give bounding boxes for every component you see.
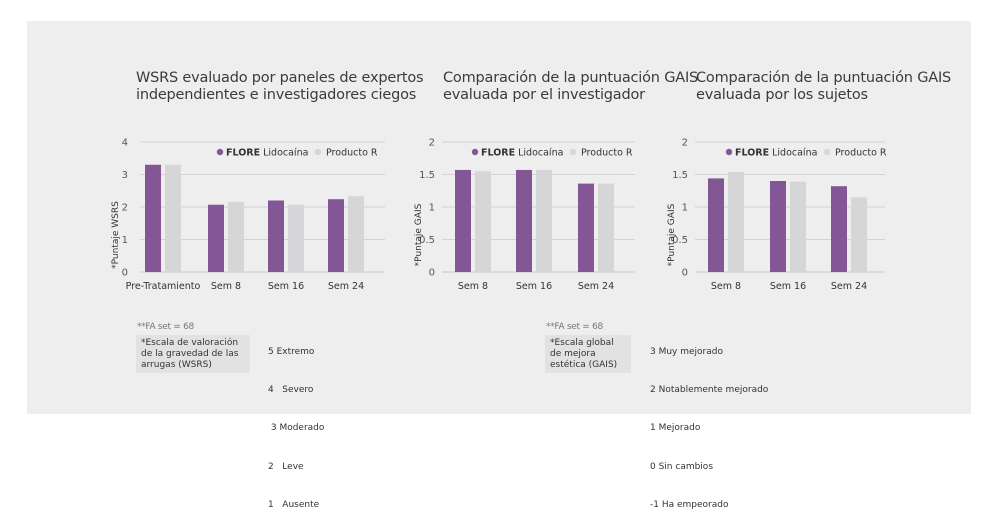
y-tick-label: 4 xyxy=(122,138,128,149)
chart-title-line1: Comparación de la puntuación GAIS xyxy=(696,70,952,86)
legend-marker-producto-r xyxy=(569,148,577,156)
y-tick-label: 1.5 xyxy=(672,170,688,181)
scale-item: 3 Moderado xyxy=(268,423,325,434)
scale-list-wsrs: 5 Extremo 4 Severo 3 Moderado 2 Leve 1 A… xyxy=(268,320,324,525)
bar-flore-lidocaina xyxy=(578,183,594,272)
fa-set-note-gais: **FA set = 68 xyxy=(546,322,603,332)
bar-flore-lidocaina xyxy=(268,200,284,272)
scale-item: 1 Ausente xyxy=(268,500,320,511)
legend-label-flore: FLORE Lidocaína xyxy=(735,147,817,158)
y-tick-label: 2 xyxy=(429,138,435,149)
legend-brand: FLORE xyxy=(226,147,260,158)
y-tick-label: 1 xyxy=(429,203,435,214)
bar-flore-lidocaina xyxy=(516,169,532,272)
legend-marker-flore xyxy=(725,148,733,156)
legend-brand: FLORE xyxy=(735,147,769,158)
y-tick-label: 0.5 xyxy=(419,235,435,246)
scale-item: 3 Muy mejorado xyxy=(650,346,723,357)
scale-item: 0 Sin cambios xyxy=(650,461,714,472)
bar-producto-r xyxy=(536,169,552,272)
chart-title-gais-investigator: Comparación de la puntuación GAIS evalua… xyxy=(443,70,698,104)
bar-producto-r xyxy=(598,183,614,272)
x-category-label: Sem 8 xyxy=(458,281,488,292)
chart-title-line2: independientes e investigadores ciegos xyxy=(136,87,417,103)
y-tick-label: 2 xyxy=(122,203,128,214)
bar-charts: 0 1 2 3 4 *Puntaje WSRS Pre-Tratamiento Sem 8 Se… xyxy=(111,138,887,293)
y-tick-label: 0 xyxy=(682,268,688,279)
legend-brand: FLORE xyxy=(481,147,515,158)
scale-item: 2 Notablemente mejorado xyxy=(650,384,769,395)
y-tick-label: 0.5 xyxy=(672,235,688,246)
bar-flore-lidocaina xyxy=(455,169,471,272)
legend-label-producto-r: Producto R xyxy=(835,147,887,158)
bar-flore-lidocaina xyxy=(831,186,847,272)
bar-flore-lidocaina xyxy=(208,204,224,272)
x-category-label: Sem 16 xyxy=(268,281,304,292)
legend-marker-producto-r xyxy=(823,148,831,156)
chart-title-line1: Comparación de la puntuación GAIS xyxy=(443,70,699,86)
chart-title-gais-subjects: Comparación de la puntuación GAIS evalua… xyxy=(696,70,951,104)
x-category-label: Pre-Tratamiento xyxy=(126,281,201,292)
legend-marker-flore xyxy=(216,148,224,156)
y-tick-label: 1 xyxy=(682,203,688,214)
chart-title-line1: WSRS evaluado por paneles de expertos xyxy=(136,70,424,86)
y-tick-label: 0 xyxy=(122,268,128,279)
legend-label-producto-r: Producto R xyxy=(581,147,633,158)
legend-product: Lidocaína xyxy=(769,147,817,158)
scale-item: 4 Severo xyxy=(268,384,314,395)
y-tick-label: 0 xyxy=(429,268,435,279)
scale-item: -1 Ha empeorado xyxy=(650,500,729,511)
chart-title-line2: evaluada por el investigador xyxy=(443,87,645,103)
bar-flore-lidocaina xyxy=(770,181,786,272)
bar-flore-lidocaina xyxy=(708,178,724,272)
chart-title-wsrs: WSRS evaluado por paneles de expertos in… xyxy=(136,70,424,104)
bar-producto-r xyxy=(728,171,744,272)
scale-item: 1 Mejorado xyxy=(650,423,701,434)
bar-flore-lidocaina xyxy=(145,164,161,272)
scale-item: 5 Extremo xyxy=(268,346,315,357)
y-tick-label: 1.5 xyxy=(419,170,435,181)
bar-flore-lidocaina xyxy=(328,199,344,272)
x-category-label: Sem 24 xyxy=(328,281,364,292)
legend-label-flore: FLORE Lidocaína xyxy=(481,147,563,158)
scale-list-gais: 3 Muy mejorado 2 Notablemente mejorado 1… xyxy=(650,320,768,525)
scale-name-box-gais: *Escala global de mejora estética (GAIS) xyxy=(545,335,631,373)
x-category-label: Sem 24 xyxy=(831,281,867,292)
scale-item: 2 Leve xyxy=(268,461,304,472)
scale-name-box-wsrs: *Escala de valoración de la gravedad de … xyxy=(136,335,250,373)
legend-label-producto-r: Producto R xyxy=(326,147,378,158)
legend-marker-producto-r xyxy=(314,148,322,156)
legend-label-flore: FLORE Lidocaína xyxy=(226,147,308,158)
x-category-label: Sem 16 xyxy=(770,281,806,292)
legend-product: Lidocaína xyxy=(515,147,563,158)
bar-producto-r xyxy=(851,197,867,272)
legend-marker-flore xyxy=(471,148,479,156)
x-category-label: Sem 16 xyxy=(516,281,552,292)
y-axis-label: *Puntaje WSRS xyxy=(111,201,121,269)
chart-title-line2: evaluada por los sujetos xyxy=(696,87,868,103)
bar-producto-r xyxy=(790,181,806,272)
bar-producto-r xyxy=(475,171,491,272)
y-axis-label: *Puntaje GAIS xyxy=(667,203,677,266)
y-tick-label: 3 xyxy=(122,170,128,181)
legend-product: Lidocaína xyxy=(260,147,308,158)
bar-producto-r xyxy=(165,164,181,272)
x-category-label: Sem 24 xyxy=(578,281,614,292)
fa-set-note-wsrs: **FA set = 68 xyxy=(137,322,194,332)
bar-producto-r xyxy=(228,201,244,272)
y-tick-label: 2 xyxy=(682,138,688,149)
bar-producto-r xyxy=(288,204,304,272)
bar-producto-r xyxy=(348,196,364,272)
y-tick-label: 1 xyxy=(122,235,128,246)
x-category-label: Sem 8 xyxy=(211,281,241,292)
x-category-label: Sem 8 xyxy=(711,281,741,292)
y-axis-label: *Puntaje GAIS xyxy=(414,203,424,266)
